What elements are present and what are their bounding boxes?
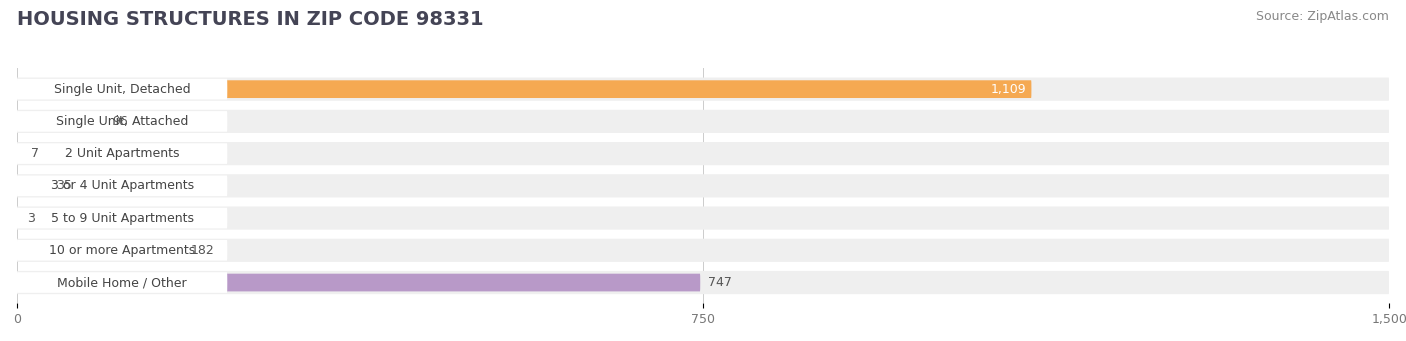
Text: 7: 7 xyxy=(31,147,38,160)
FancyBboxPatch shape xyxy=(17,209,20,227)
FancyBboxPatch shape xyxy=(17,174,1389,197)
Text: 96: 96 xyxy=(112,115,128,128)
FancyBboxPatch shape xyxy=(17,208,228,228)
FancyBboxPatch shape xyxy=(17,111,228,132)
Text: 182: 182 xyxy=(191,244,215,257)
Text: 3 or 4 Unit Apartments: 3 or 4 Unit Apartments xyxy=(51,179,194,192)
FancyBboxPatch shape xyxy=(17,80,1032,98)
FancyBboxPatch shape xyxy=(17,176,228,196)
Text: 1,109: 1,109 xyxy=(990,83,1026,95)
Text: 747: 747 xyxy=(707,276,731,289)
Text: Source: ZipAtlas.com: Source: ZipAtlas.com xyxy=(1256,10,1389,23)
FancyBboxPatch shape xyxy=(17,143,228,164)
FancyBboxPatch shape xyxy=(17,274,700,292)
Text: Single Unit, Detached: Single Unit, Detached xyxy=(53,83,190,95)
FancyBboxPatch shape xyxy=(17,110,1389,133)
FancyBboxPatch shape xyxy=(17,271,1389,294)
Text: 3: 3 xyxy=(27,211,35,225)
Text: Mobile Home / Other: Mobile Home / Other xyxy=(58,276,187,289)
Text: 5 to 9 Unit Apartments: 5 to 9 Unit Apartments xyxy=(51,211,194,225)
Text: HOUSING STRUCTURES IN ZIP CODE 98331: HOUSING STRUCTURES IN ZIP CODE 98331 xyxy=(17,10,484,29)
FancyBboxPatch shape xyxy=(17,272,228,293)
FancyBboxPatch shape xyxy=(17,239,1389,262)
FancyBboxPatch shape xyxy=(17,177,49,195)
FancyBboxPatch shape xyxy=(17,79,228,100)
FancyBboxPatch shape xyxy=(17,113,104,130)
FancyBboxPatch shape xyxy=(17,77,1389,101)
FancyBboxPatch shape xyxy=(17,240,228,261)
Text: 10 or more Apartments: 10 or more Apartments xyxy=(49,244,195,257)
FancyBboxPatch shape xyxy=(17,142,1389,165)
Text: Single Unit, Attached: Single Unit, Attached xyxy=(56,115,188,128)
Text: 2 Unit Apartments: 2 Unit Apartments xyxy=(65,147,180,160)
FancyBboxPatch shape xyxy=(17,206,1389,230)
FancyBboxPatch shape xyxy=(17,145,24,162)
Text: 35: 35 xyxy=(56,179,72,192)
FancyBboxPatch shape xyxy=(17,241,183,259)
